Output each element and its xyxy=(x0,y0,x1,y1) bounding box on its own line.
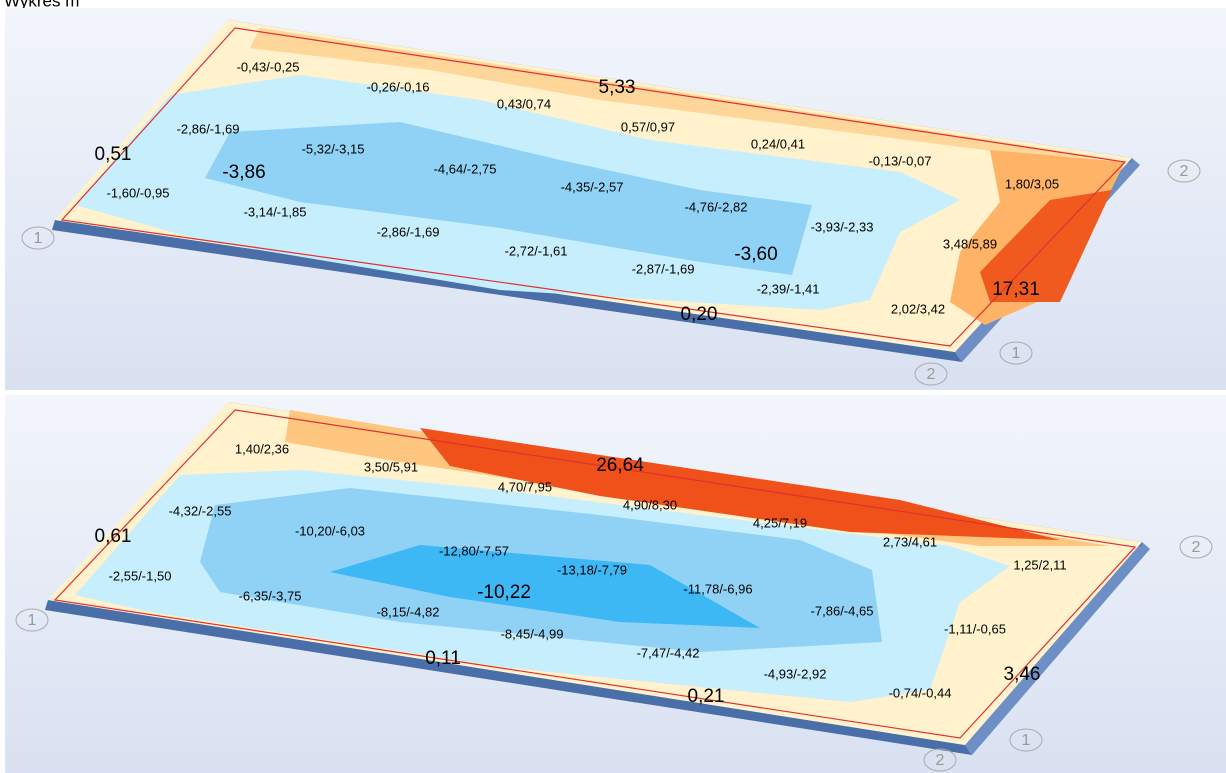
result-value: -2,87/-1,69 xyxy=(632,261,695,276)
result-value: -6,35/-3,75 xyxy=(239,588,302,603)
result-value: -2,86/-1,69 xyxy=(177,121,240,136)
result-value-large: -10,22 xyxy=(477,582,531,603)
axis-label: 1 xyxy=(1022,732,1031,749)
result-value-large: 0,11 xyxy=(425,648,461,669)
result-value: -2,39/-1,41 xyxy=(757,281,820,296)
result-value: 0,24/0,41 xyxy=(751,136,805,151)
result-value-large: 0,20 xyxy=(681,304,718,325)
result-value: 2,02/3,42 xyxy=(891,301,945,316)
result-value: 4,70/7,95 xyxy=(498,479,552,494)
result-value-large: 5,33 xyxy=(599,77,636,98)
axis-label: 1 xyxy=(28,612,37,629)
view-2 xyxy=(5,395,1226,773)
axis-label: 2 xyxy=(936,752,945,769)
result-value: -5,32/-3,15 xyxy=(302,141,365,156)
result-value: -1,60/-0,95 xyxy=(107,185,170,200)
result-value: 1,25/2,11 xyxy=(1013,557,1066,572)
result-value-large: -3,60 xyxy=(734,244,777,265)
result-value: 1,40/2,36 xyxy=(235,441,289,456)
result-value: -10,20/-6,03 xyxy=(295,523,365,538)
result-value-large: 3,46 xyxy=(1004,664,1041,685)
result-value-large: 0,51 xyxy=(95,144,132,165)
result-value: 0,43/0,74 xyxy=(497,96,551,111)
result-value: 3,50/5,91 xyxy=(364,459,418,474)
result-value: -8,45/-4,99 xyxy=(501,626,564,641)
result-value: -3,14/-1,85 xyxy=(244,204,307,219)
page: Wykres m -0,43/-0,25-0,26/-0,165,330,43/… xyxy=(0,0,1226,773)
result-value: 4,25/7,19 xyxy=(753,515,807,530)
result-value-large: 0,61 xyxy=(95,526,132,547)
result-value: -8,15/-4,82 xyxy=(377,604,440,619)
result-value: 0,57/0,97 xyxy=(621,119,675,134)
result-value: -1,11/-0,65 xyxy=(944,621,1006,636)
result-value: -12,80/-7,57 xyxy=(439,543,509,558)
result-value: -0,74/-0,44 xyxy=(889,685,952,700)
axis-label: 1 xyxy=(34,230,43,247)
result-value: -4,93/-2,92 xyxy=(764,666,827,681)
axis-label: 2 xyxy=(1192,539,1201,556)
result-value: -0,43/-0,25 xyxy=(237,59,300,74)
axis-label: 2 xyxy=(927,366,936,383)
result-value: -4,32/-2,55 xyxy=(169,503,232,518)
result-value-large: 26,64 xyxy=(596,455,644,476)
viewport: Wykres m -0,43/-0,25-0,26/-0,165,330,43/… xyxy=(0,0,1226,773)
result-value: -2,86/-1,69 xyxy=(377,224,440,239)
result-value: 4,90/8,30 xyxy=(623,497,677,512)
result-value: -3,93/-2,33 xyxy=(811,219,874,234)
result-value: -2,55/-1,50 xyxy=(109,568,172,583)
axis-label: 1 xyxy=(1012,345,1021,362)
result-value: 2,73/4,61 xyxy=(883,534,937,549)
result-value: -2,72/-1,61 xyxy=(505,243,568,258)
result-value: -4,64/-2,75 xyxy=(434,161,497,176)
result-value: -4,35/-2,57 xyxy=(561,179,624,194)
result-value-large: -3,86 xyxy=(222,162,265,183)
axis-label: 2 xyxy=(1180,163,1189,180)
result-value: -0,26/-0,16 xyxy=(367,79,430,94)
result-value-large: 17,31 xyxy=(992,279,1040,300)
result-value-large: 0,21 xyxy=(688,686,725,707)
view-1 xyxy=(5,8,1226,390)
result-value: -13,18/-7,79 xyxy=(557,562,627,577)
result-value: 1,80/3,05 xyxy=(1005,176,1059,191)
result-value: 3,48/5,89 xyxy=(943,236,997,251)
result-value: -4,76/-2,82 xyxy=(685,199,748,214)
result-value: -0,13/-0,07 xyxy=(869,153,932,168)
result-value: -7,47/-4,42 xyxy=(637,645,700,660)
result-value: -7,86/-4,65 xyxy=(811,603,874,618)
result-value: -11,78/-6,96 xyxy=(683,581,752,596)
